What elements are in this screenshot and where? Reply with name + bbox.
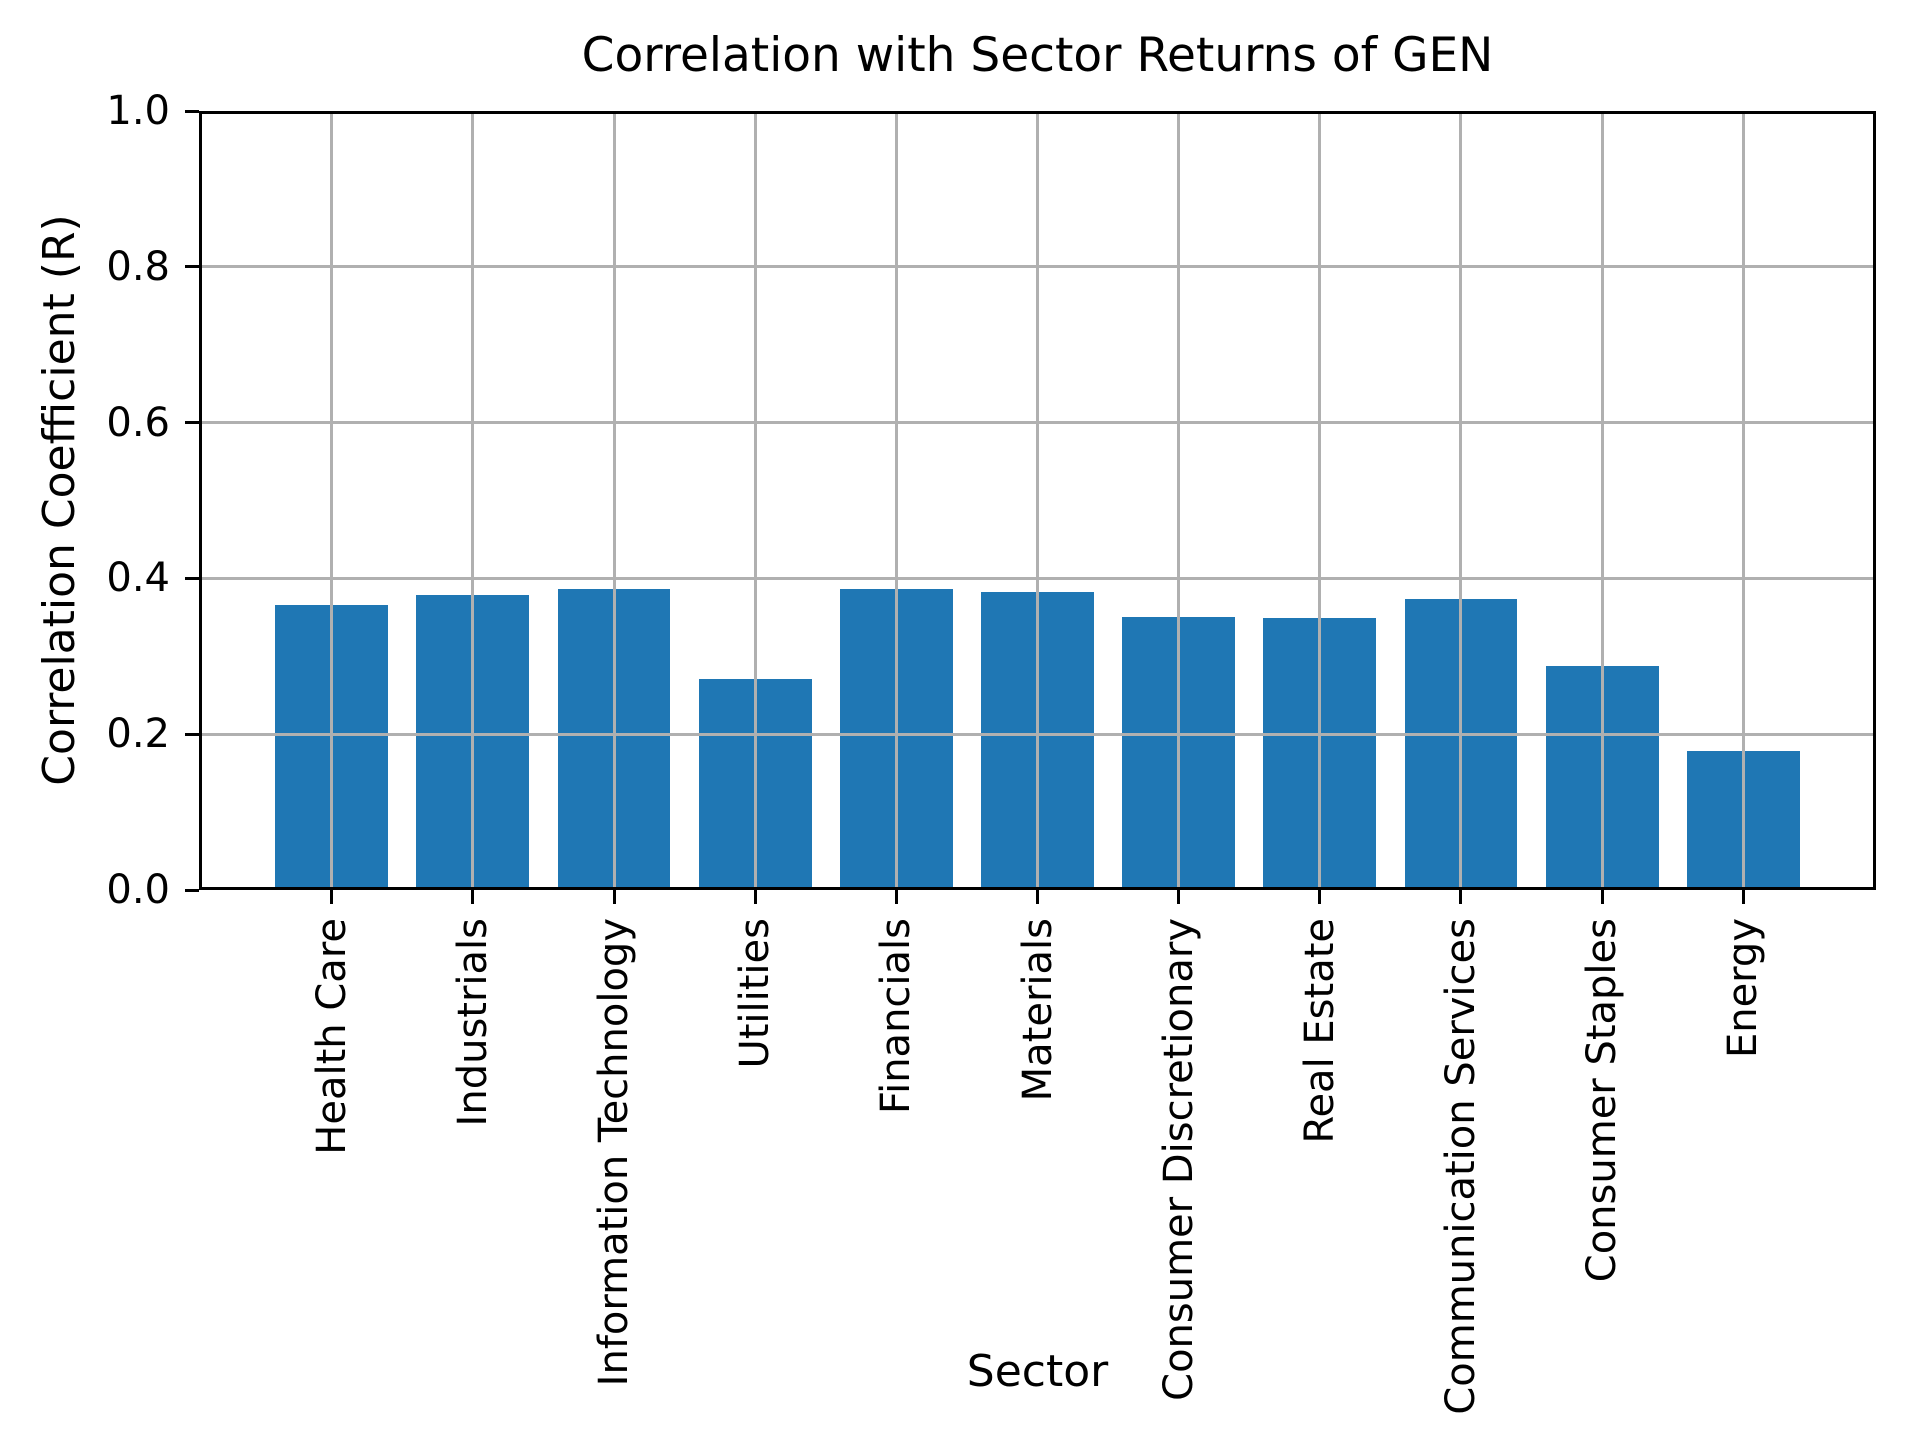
x-tick-mark [894, 890, 898, 904]
x-axis-label: Sector [966, 1346, 1109, 1397]
x-category-label: Financials [873, 918, 920, 1114]
v-gridline [1741, 111, 1745, 890]
x-category-label: Energy [1720, 918, 1767, 1059]
x-tick-mark [1600, 890, 1604, 904]
spine-right [1873, 111, 1876, 890]
v-gridline [1600, 111, 1604, 890]
v-gridline [894, 111, 898, 890]
v-gridline [1177, 111, 1181, 890]
x-category-label: Consumer Discretionary [1155, 918, 1202, 1401]
plot-area [199, 111, 1876, 890]
x-tick-mark [1459, 890, 1463, 904]
y-tick-mark [185, 576, 199, 580]
x-tick-mark [1177, 890, 1181, 904]
spine-left [199, 111, 202, 890]
y-tick-mark [185, 109, 199, 113]
y-tick-label: 1.0 [106, 88, 170, 134]
x-category-label: Health Care [308, 918, 355, 1155]
x-tick-mark [471, 890, 475, 904]
x-tick-mark [1318, 890, 1322, 904]
v-gridline [753, 111, 757, 890]
v-gridline [1318, 111, 1322, 890]
x-category-label: Utilities [732, 918, 779, 1069]
x-tick-mark [753, 890, 757, 904]
y-tick-mark [185, 732, 199, 736]
x-category-label: Industrials [449, 918, 496, 1127]
y-tick-label: 0.8 [106, 243, 170, 290]
x-category-label: Materials [1014, 918, 1061, 1102]
x-tick-mark [612, 890, 616, 904]
chart-title: Correlation with Sector Returns of GEN [581, 28, 1494, 83]
x-category-label: Communication Services [1437, 918, 1484, 1415]
y-tick-mark [185, 888, 199, 892]
y-tick-mark [185, 421, 199, 425]
x-tick-mark [1741, 890, 1745, 904]
v-gridline [1459, 111, 1463, 890]
x-category-label: Consumer Staples [1579, 918, 1626, 1283]
x-tick-mark [1036, 890, 1039, 904]
y-tick-label: 0.2 [106, 711, 170, 758]
spine-bottom [199, 887, 1876, 890]
v-gridline [1036, 111, 1039, 890]
v-gridline [612, 111, 616, 890]
y-tick-label: 0.4 [106, 555, 170, 602]
x-category-label: Information Technology [591, 918, 637, 1387]
spine-top [199, 111, 1876, 114]
y-tick-label: 0.0 [106, 867, 170, 913]
x-category-label: Real Estate [1296, 918, 1343, 1144]
y-tick-label: 0.6 [106, 399, 170, 446]
v-gridline [330, 111, 334, 890]
v-gridline [471, 111, 475, 890]
y-axis-label: Correlation Coefficient (R) [34, 214, 85, 786]
y-tick-mark [185, 265, 199, 269]
x-tick-mark [330, 890, 334, 904]
